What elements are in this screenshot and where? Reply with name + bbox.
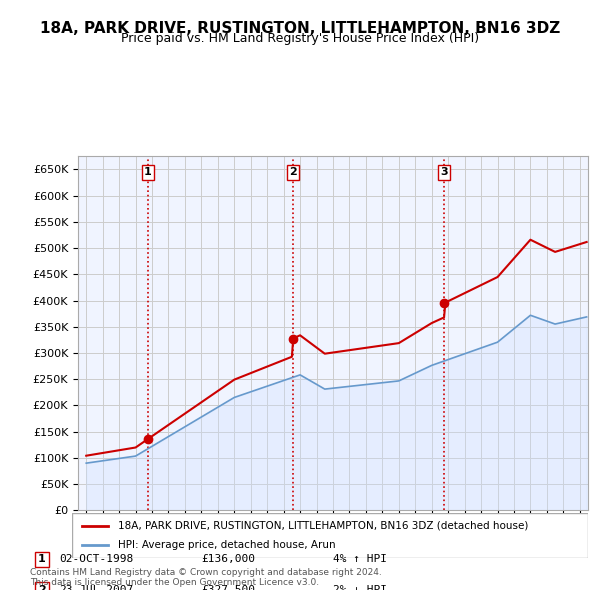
Text: 18A, PARK DRIVE, RUSTINGTON, LITTLEHAMPTON, BN16 3DZ: 18A, PARK DRIVE, RUSTINGTON, LITTLEHAMPT… (40, 21, 560, 35)
Text: 4% ↑ HPI: 4% ↑ HPI (333, 555, 387, 564)
Text: 02-OCT-1998: 02-OCT-1998 (59, 555, 133, 564)
Text: 2: 2 (38, 585, 46, 590)
Text: HPI: Average price, detached house, Arun: HPI: Average price, detached house, Arun (118, 540, 336, 550)
Text: 1: 1 (144, 168, 152, 177)
Text: Contains HM Land Registry data © Crown copyright and database right 2024.
This d: Contains HM Land Registry data © Crown c… (30, 568, 382, 587)
Text: 18A, PARK DRIVE, RUSTINGTON, LITTLEHAMPTON, BN16 3DZ (detached house): 18A, PARK DRIVE, RUSTINGTON, LITTLEHAMPT… (118, 521, 529, 530)
Text: 1: 1 (38, 555, 46, 564)
Text: 2: 2 (289, 168, 296, 177)
Text: 3: 3 (440, 168, 448, 177)
FancyBboxPatch shape (72, 513, 588, 558)
Text: 23-JUL-2007: 23-JUL-2007 (59, 585, 133, 590)
Text: 2% ↓ HPI: 2% ↓ HPI (333, 585, 387, 590)
Text: £327,500: £327,500 (201, 585, 255, 590)
Text: Price paid vs. HM Land Registry's House Price Index (HPI): Price paid vs. HM Land Registry's House … (121, 32, 479, 45)
Text: £136,000: £136,000 (201, 555, 255, 564)
